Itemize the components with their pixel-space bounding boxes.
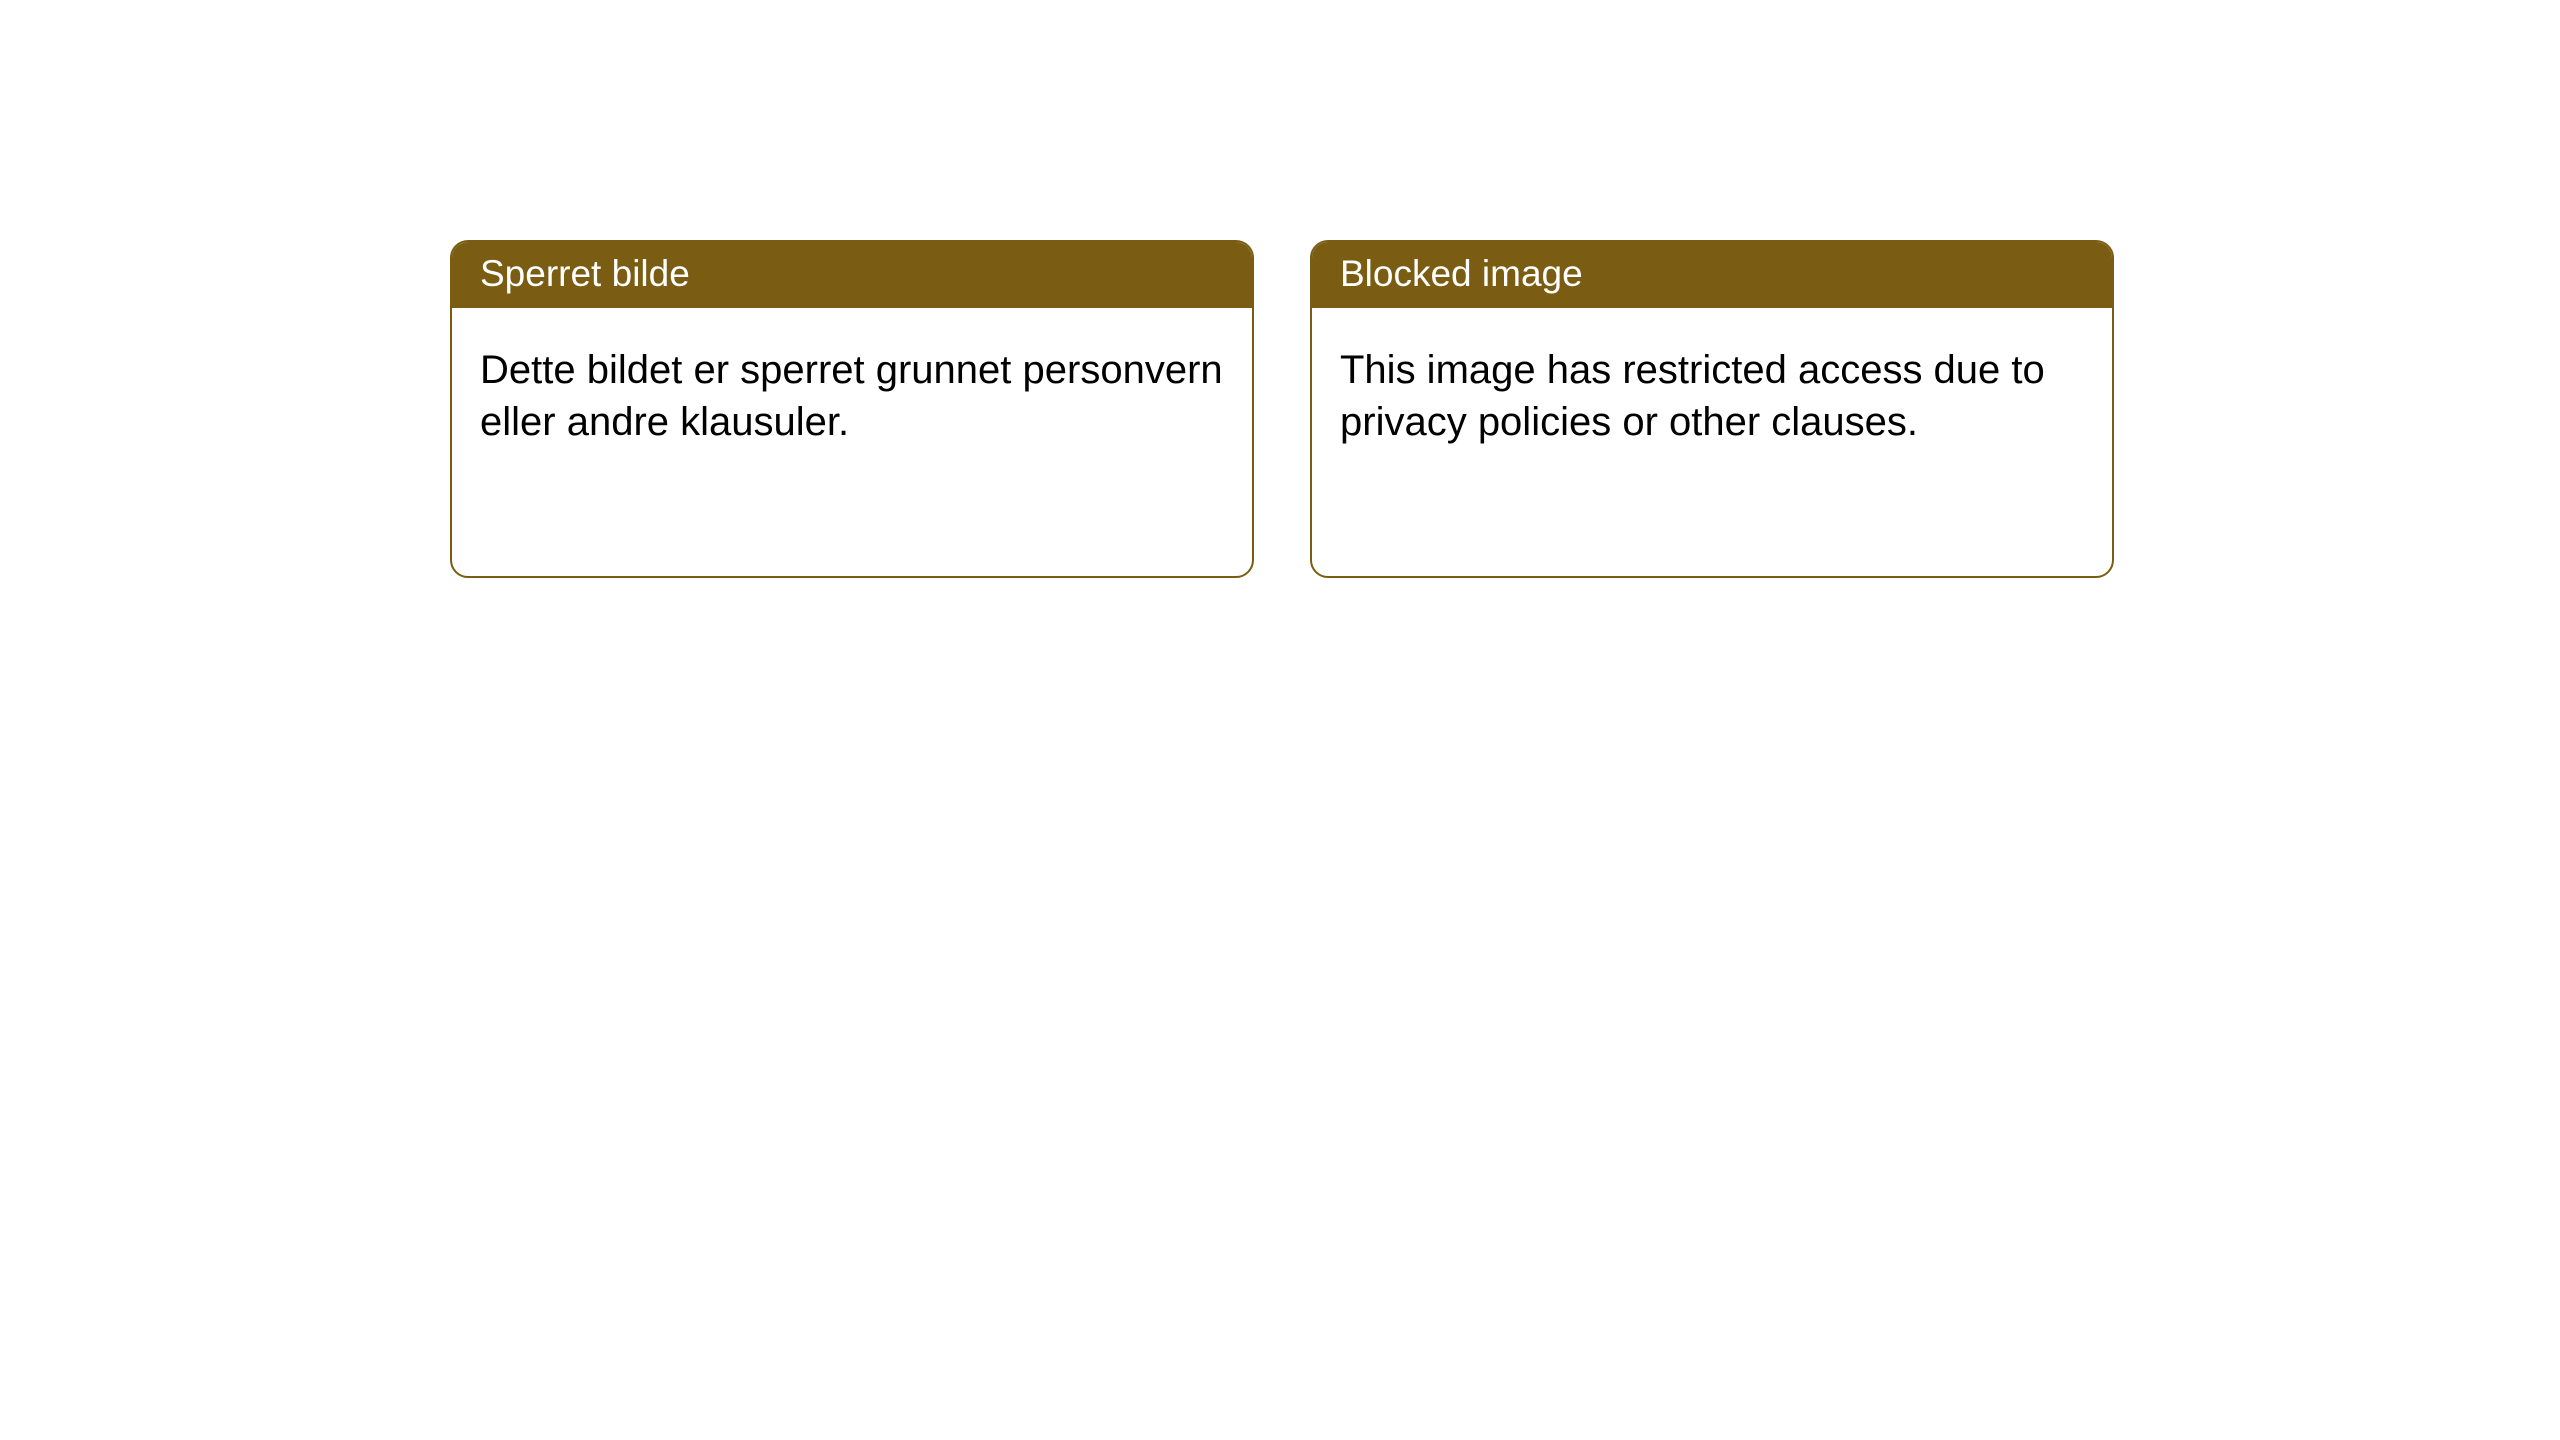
blocked-image-card-no: Sperret bilde Dette bildet er sperret gr… — [450, 240, 1254, 578]
card-header: Blocked image — [1312, 242, 2112, 308]
card-body: Dette bildet er sperret grunnet personve… — [452, 308, 1252, 476]
notice-container: Sperret bilde Dette bildet er sperret gr… — [0, 0, 2560, 578]
card-body: This image has restricted access due to … — [1312, 308, 2112, 476]
blocked-image-card-en: Blocked image This image has restricted … — [1310, 240, 2114, 578]
card-header: Sperret bilde — [452, 242, 1252, 308]
